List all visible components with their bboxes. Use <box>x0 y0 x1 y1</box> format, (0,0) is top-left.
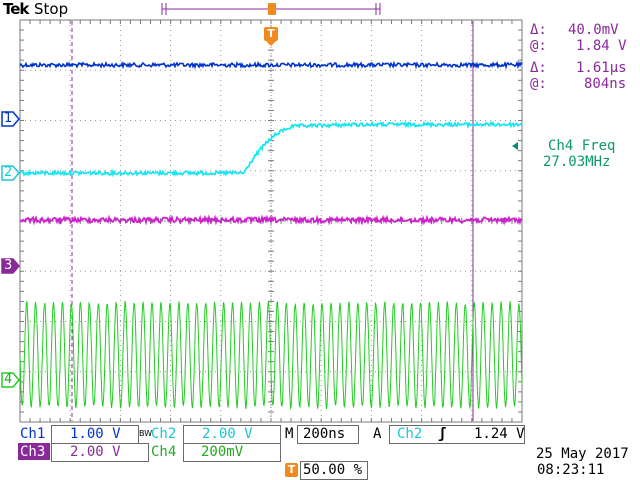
ch4-marker-label: 4 <box>4 372 13 387</box>
delta-t-symbol: Δ: <box>530 60 547 76</box>
date: 25 May 2017 <box>536 446 629 462</box>
ch4-scale: 200mV <box>201 444 244 460</box>
trigger-level-arrow[interactable] <box>512 142 518 150</box>
trigger-position-marker[interactable] <box>264 27 278 46</box>
timebase-label: M <box>285 426 294 442</box>
trigger-position-icon-box <box>285 463 298 477</box>
ch2-marker-label: 2 <box>4 165 13 180</box>
ch1-marker-label: 1 <box>4 111 13 126</box>
ch3-ground-marker[interactable] <box>1 258 20 274</box>
ch2-label[interactable]: Ch2 <box>151 426 177 442</box>
ch2-scale: 2.00 V <box>202 426 253 442</box>
ch1-scale: 1.00 V <box>70 426 121 442</box>
trigger-position-icon: T <box>287 463 296 476</box>
ch3-waveform <box>19 214 523 226</box>
time: 08:23:11 <box>537 462 605 478</box>
ch1-ground-marker[interactable] <box>1 111 20 127</box>
at-t-value: 804ns <box>584 76 627 92</box>
delta-v-value: 40.0mV <box>568 22 619 38</box>
trigger-position-value: 50.00 % <box>303 462 363 478</box>
ch3-scale-box[interactable] <box>51 443 149 462</box>
ch3-scale: 2.00 V <box>70 444 121 460</box>
ch2-waveform <box>19 120 523 178</box>
ch1-label[interactable]: Ch1 <box>20 426 46 442</box>
at-t-symbol: @: <box>530 76 547 92</box>
trigger-slope-icon: ʃ <box>438 426 447 442</box>
trigger-level: 1.24 V <box>474 426 525 442</box>
measurement-label: Ch4 Freq <box>548 138 616 154</box>
ch4-scale-box[interactable] <box>183 443 281 462</box>
ch2-ground-marker[interactable] <box>1 165 20 181</box>
measurement-value: 27.03MHz <box>543 154 611 170</box>
at-v-symbol: @: <box>530 38 547 54</box>
ch2-bw-indicator: BW <box>139 429 153 438</box>
run-state-label: Stop <box>34 0 69 18</box>
ch3-label-box[interactable] <box>18 443 50 460</box>
record-length-bar <box>161 3 381 15</box>
brand-label: Tek <box>3 0 29 18</box>
ch4-label[interactable]: Ch4 <box>151 444 177 460</box>
ch4-waveform <box>19 300 523 411</box>
ch4-ground-marker[interactable] <box>1 372 20 388</box>
trigger-marker-label: T <box>267 27 275 40</box>
trigger-mode: A <box>373 426 382 442</box>
trigger-source: Ch2 <box>397 426 423 442</box>
trigger-box[interactable] <box>389 425 525 444</box>
delta-v-symbol: Δ: <box>530 22 547 38</box>
delta-t-value: 1.61µs <box>576 60 627 76</box>
ch1-waveform <box>19 60 523 70</box>
at-v-value: 1.84 V <box>576 38 627 54</box>
ch3-marker-label: 3 <box>4 258 13 273</box>
timebase-value: 200ns <box>303 426 346 442</box>
ch3-label: Ch3 <box>20 444 46 460</box>
timebase-box[interactable] <box>297 425 359 444</box>
